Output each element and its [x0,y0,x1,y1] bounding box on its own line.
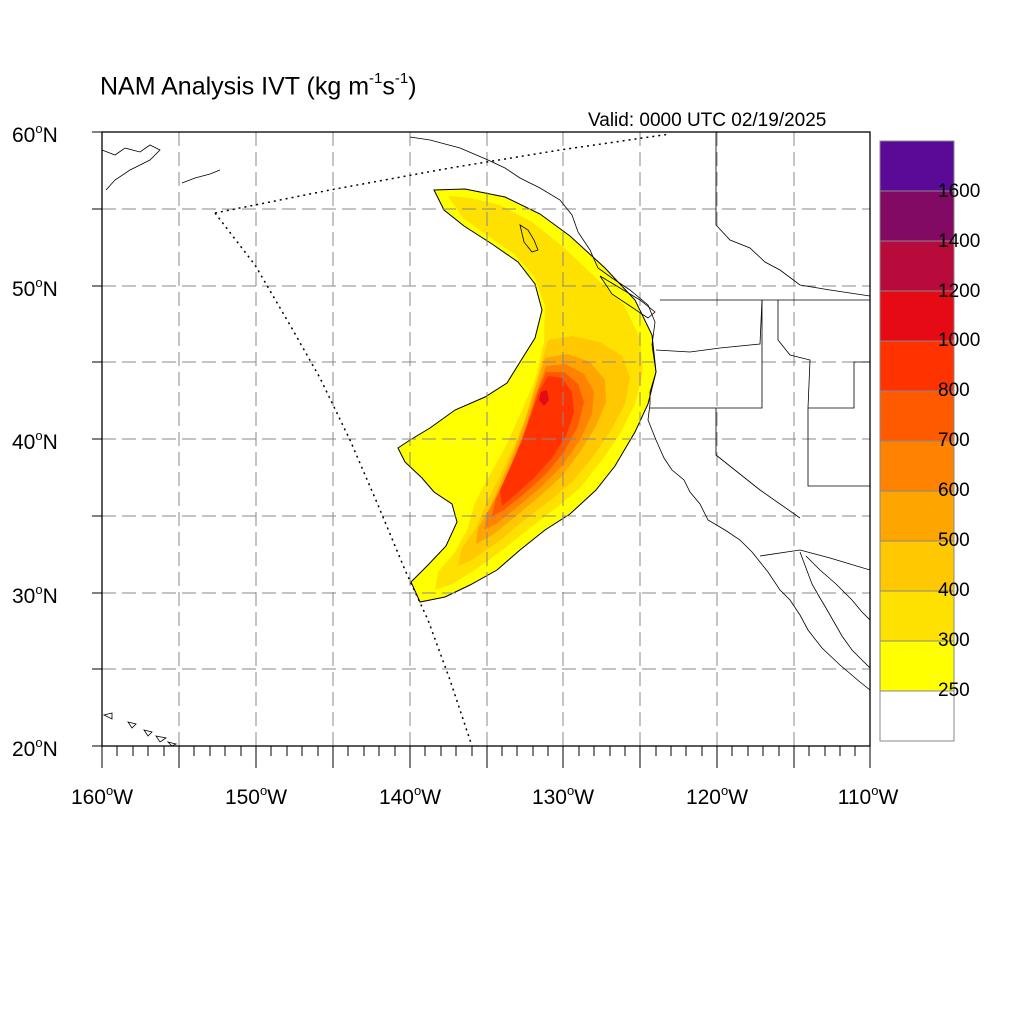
lat-label-40: 40oN [12,428,58,454]
colorbar-label-700: 700 [938,430,970,451]
colorbar-swatch [879,290,955,342]
lon-label-150w: 150oW [224,783,288,809]
title-sup1: -1 [369,70,383,87]
colorbar [879,140,955,742]
valid-time: Valid: 0000 UTC 02/19/2025 [588,110,827,131]
colorbar-swatch [879,190,955,242]
lon-label-120w: 120oW [685,783,749,809]
colorbar-label-1000: 1000 [938,330,981,351]
colorbar-swatch [879,240,955,292]
lat-label-30: 30oN [12,582,58,608]
colorbar-label-1200: 1200 [938,281,981,302]
lon-label-160w: 160oW [70,783,134,809]
lat-label-60: 60oN [12,121,58,147]
colorbar-swatch [879,590,955,642]
north-america-coastline [409,136,870,691]
colorbar-label-250: 250 [938,680,970,701]
hawaii-islands [102,712,178,746]
map-title: NAM Analysis IVT (kg m-1s-1) [100,70,417,101]
ivt-filled-contours [397,188,657,603]
lon-label-110w: 110oW [837,783,899,809]
colorbar-swatch [879,640,955,692]
colorbar-swatch [879,140,955,192]
title-sup2: -1 [394,70,409,87]
lat-label-50: 50oN [12,275,58,301]
or-ca-border [650,344,763,409]
colorbar-label-400: 400 [938,580,970,601]
colorbar-swatch [879,390,955,442]
tick-marks [92,131,871,768]
gulf-of-california-east [805,555,870,621]
ivt-contour-1000 [539,390,549,406]
title-main: NAM Analysis IVT (kg m [100,72,370,101]
wa-or-border [655,299,763,353]
colorbar-label-1400: 1400 [938,231,981,252]
vancouver-island [599,275,656,319]
utah-border [807,361,870,487]
colorbar-label-600: 600 [938,480,970,501]
colorbar-label-300: 300 [938,630,970,651]
ivt-contour-800 [500,376,574,506]
baja-california-coast [799,551,870,669]
map-content [102,132,870,746]
idaho-border [761,300,811,409]
colorbar-label-800: 800 [938,380,970,401]
mexico-border [759,549,870,571]
colorbar-swatch [879,690,955,742]
graticule [102,132,870,746]
haida-gwaii [519,224,539,253]
nevada-border [715,408,801,519]
colorbar-swatch [879,340,955,392]
aleutian-fragment [181,169,221,184]
alaska-coast-nw [102,144,161,191]
colorbar-label-500: 500 [938,530,970,551]
lon-label-140w: 140oW [378,783,442,809]
title-mid: s [382,72,395,101]
colorbar-swatch [879,440,955,492]
colorbar-swatch [879,490,955,542]
domain-boundary [214,133,671,746]
colorbar-label-1600: 1600 [938,181,981,202]
coastlines-and-borders [102,132,870,746]
bc-interior-lines [715,132,870,297]
title-end: ) [408,72,417,101]
lat-label-20: 20oN [12,735,58,761]
lon-label-130w: 130oW [531,783,595,809]
